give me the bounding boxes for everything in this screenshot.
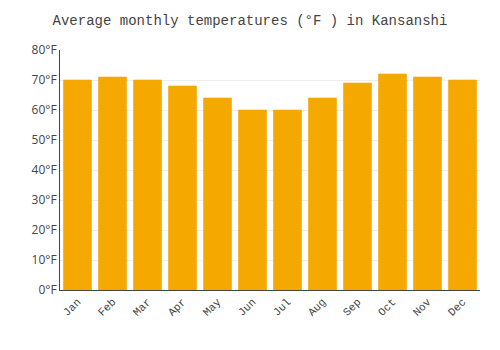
svg-text:Sep: Sep	[341, 296, 363, 318]
svg-text:Apr: Apr	[166, 296, 188, 318]
svg-text:Nov: Nov	[411, 296, 434, 319]
svg-text:40°F: 40°F	[32, 161, 57, 178]
svg-text:Jul: Jul	[271, 296, 293, 318]
svg-text:Oct: Oct	[376, 296, 398, 318]
svg-text:10°F: 10°F	[32, 251, 57, 268]
svg-text:Aug: Aug	[306, 296, 328, 318]
svg-text:20°F: 20°F	[32, 221, 57, 238]
svg-text:Jan: Jan	[61, 296, 83, 318]
svg-text:May: May	[201, 296, 224, 319]
svg-text:30°F: 30°F	[32, 191, 57, 208]
svg-text:Dec: Dec	[446, 296, 468, 318]
svg-text:Jun: Jun	[236, 296, 258, 318]
svg-text:80°F: 80°F	[32, 41, 57, 58]
svg-text:70°F: 70°F	[32, 71, 57, 88]
svg-text:50°F: 50°F	[32, 131, 57, 148]
svg-text:Average monthly temperatures (: Average monthly temperatures (°F ) in Ka…	[53, 13, 448, 29]
svg-text:60°F: 60°F	[32, 101, 57, 118]
svg-text:Feb: Feb	[96, 296, 118, 318]
svg-text:0°F: 0°F	[38, 281, 56, 298]
svg-text:Mar: Mar	[131, 296, 153, 318]
